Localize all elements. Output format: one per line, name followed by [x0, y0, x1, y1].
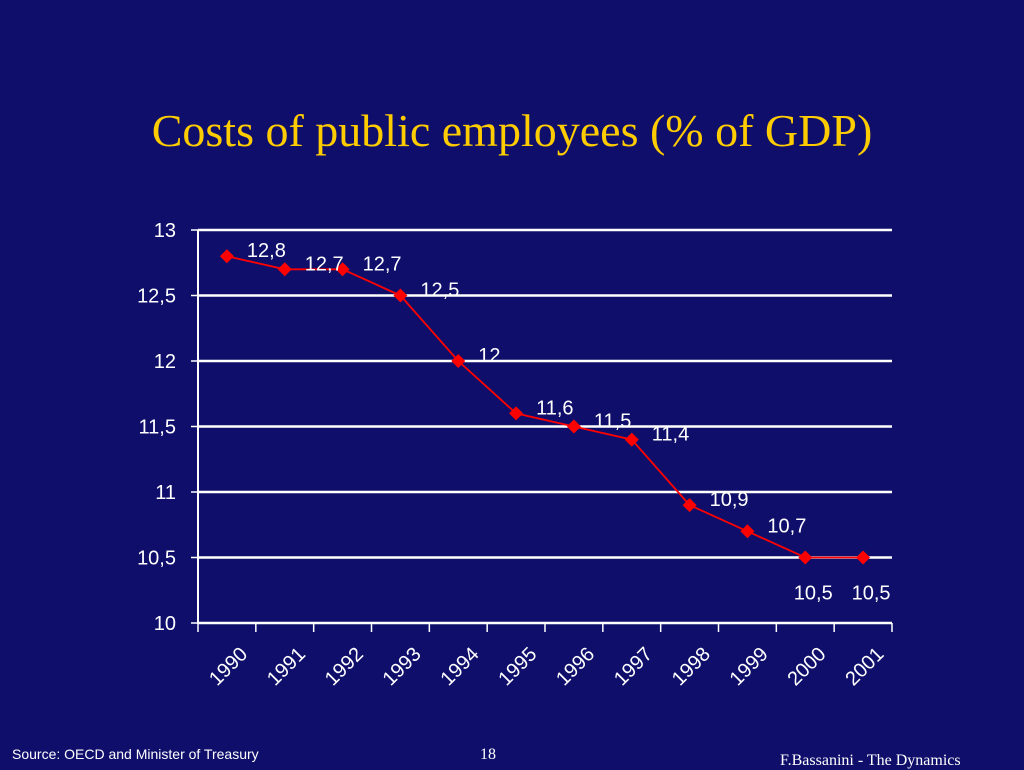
- x-tick-label: 1997: [610, 643, 657, 690]
- data-point-marker: [219, 249, 234, 264]
- y-tick-label: 13: [154, 220, 176, 242]
- y-tick-label: 11: [155, 482, 176, 504]
- data-point-marker: [393, 288, 408, 303]
- x-tick-label: 1993: [379, 643, 426, 690]
- data-label: 11,6: [536, 397, 573, 419]
- x-tick-labels: 1990 1991 1992 1993 1994 1995 1996 1997 1998 1999…: [205, 643, 888, 690]
- y-tick-label: 12,5: [137, 286, 176, 308]
- data-label: 11,5: [594, 411, 631, 433]
- x-tick-label: 1994: [436, 643, 483, 690]
- x-tick-label: 1998: [668, 643, 715, 690]
- series-polyline: [226, 255, 864, 559]
- data-label: 12: [478, 345, 500, 367]
- data-label: 12,7: [305, 253, 344, 275]
- y-tick-label: 12: [154, 351, 176, 373]
- data-point-marker: [624, 432, 639, 447]
- data-label: 10,9: [710, 489, 749, 511]
- data-point-marker: [740, 524, 755, 539]
- x-tick-label: 1990: [205, 643, 252, 690]
- data-point-marker: [451, 354, 466, 368]
- data-point-marker: [335, 262, 350, 277]
- data-labels: 12,8 12,7 12,7 12,5 12 11,6 11,5 11,4 10,9 10,7 10…: [247, 240, 891, 604]
- data-point-marker: [682, 498, 697, 513]
- data-label: 12,7: [363, 253, 402, 275]
- source-note: Source: OECD and Minister of Treasury: [12, 746, 259, 762]
- y-tick-label: 11,5: [139, 417, 176, 439]
- x-tick-label: 1992: [321, 643, 368, 690]
- data-label: 10,7: [767, 515, 806, 537]
- series-line: [226, 255, 864, 559]
- x-tick-label: 1999: [726, 643, 773, 690]
- data-label: 11,4: [652, 424, 689, 446]
- data-point-marker: [856, 550, 871, 565]
- x-tick-label: 1991: [263, 643, 310, 690]
- data-point-marker: [798, 550, 813, 565]
- y-tick-label: 10: [154, 613, 176, 635]
- x-tick-label: 2000: [783, 643, 830, 690]
- data-label: 12,5: [420, 280, 459, 302]
- data-point-marker: [277, 262, 292, 277]
- y-tick-label: 10,5: [137, 548, 176, 570]
- grid-lines: [198, 228, 892, 625]
- data-point-marker: [566, 419, 581, 434]
- slide-title: Costs of public employees (% of GDP): [151, 105, 873, 156]
- data-markers: [219, 249, 871, 565]
- x-tick-label: 2001: [841, 643, 888, 690]
- page-number: 18: [480, 746, 496, 763]
- x-tick-label: 1996: [552, 643, 599, 690]
- x-tick-label: 1995: [494, 643, 541, 690]
- data-label: 12,8: [247, 240, 286, 262]
- author-footer: F.Bassanini - The Dynamics: [780, 752, 961, 769]
- data-label: 10,5: [852, 583, 891, 605]
- data-point-marker: [509, 406, 524, 421]
- axes: [191, 229, 893, 632]
- y-tick-labels: 10 10,5 11 11,5 12 12,5 13: [137, 220, 176, 635]
- data-label: 10,5: [794, 583, 833, 605]
